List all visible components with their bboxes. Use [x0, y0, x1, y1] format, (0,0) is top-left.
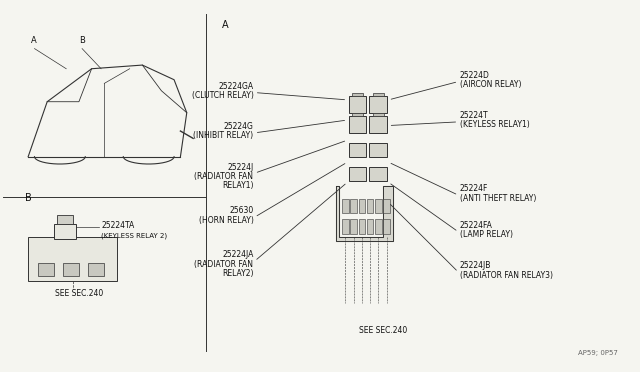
Bar	[369, 144, 387, 157]
Text: (LAMP RELAY): (LAMP RELAY)	[460, 230, 513, 239]
Text: SEE SEC.240: SEE SEC.240	[359, 326, 408, 334]
Bar	[352, 113, 363, 116]
Bar	[57, 215, 72, 224]
Text: (INHIBIT RELAY): (INHIBIT RELAY)	[193, 131, 253, 140]
Text: 25224F: 25224F	[460, 185, 488, 193]
Text: (RADIATOR FAN: (RADIATOR FAN	[195, 171, 253, 181]
Bar	[351, 219, 356, 234]
Text: 25224G: 25224G	[223, 122, 253, 131]
Bar	[358, 219, 365, 234]
Text: (KEYLESS RELAY1): (KEYLESS RELAY1)	[460, 121, 529, 129]
Bar	[358, 199, 365, 214]
Text: B: B	[79, 36, 84, 45]
Text: A: A	[221, 20, 228, 31]
Bar	[54, 224, 76, 239]
Text: 25224T: 25224T	[460, 111, 488, 120]
Bar	[349, 116, 366, 133]
Bar	[383, 199, 390, 214]
Bar	[383, 219, 390, 234]
Bar	[342, 219, 349, 234]
Bar	[351, 199, 356, 214]
Text: 25630: 25630	[229, 206, 253, 215]
Text: A: A	[31, 36, 37, 45]
Bar	[369, 167, 387, 180]
Bar	[375, 219, 381, 234]
Text: 25224JB: 25224JB	[460, 262, 491, 270]
Text: RELAY1): RELAY1)	[222, 181, 253, 190]
Text: (RADIATOR FAN RELAY3): (RADIATOR FAN RELAY3)	[460, 270, 552, 280]
Text: AP59; 0P57: AP59; 0P57	[579, 350, 618, 356]
Text: (ANTI THEFT RELAY): (ANTI THEFT RELAY)	[460, 194, 536, 203]
Bar	[63, 263, 79, 276]
Text: RELAY2): RELAY2)	[222, 269, 253, 278]
Bar	[369, 96, 387, 113]
Text: B: B	[25, 193, 32, 203]
Bar	[349, 144, 366, 157]
Text: (KEYLESS RELAY 2): (KEYLESS RELAY 2)	[101, 232, 167, 239]
Text: 25224GA: 25224GA	[218, 82, 253, 91]
Polygon shape	[336, 186, 393, 241]
Bar	[375, 199, 381, 214]
Text: (CLUTCH RELAY): (CLUTCH RELAY)	[191, 91, 253, 100]
Text: 25224JA: 25224JA	[222, 250, 253, 259]
Text: 25224J: 25224J	[227, 163, 253, 171]
Bar	[367, 219, 373, 234]
Text: (RADIATOR FAN: (RADIATOR FAN	[195, 260, 253, 269]
Bar	[38, 263, 54, 276]
Text: SEE SEC.240: SEE SEC.240	[55, 289, 103, 298]
Bar	[88, 263, 104, 276]
Text: 25224FA: 25224FA	[460, 221, 492, 230]
Text: 25224D: 25224D	[460, 71, 490, 80]
Text: 25224TA: 25224TA	[101, 221, 134, 230]
Bar	[349, 96, 366, 113]
Text: (HORN RELAY): (HORN RELAY)	[198, 216, 253, 225]
Bar	[342, 199, 349, 214]
Bar	[367, 199, 373, 214]
Bar	[352, 93, 363, 96]
Bar	[28, 237, 117, 281]
Text: (AIRCON RELAY): (AIRCON RELAY)	[460, 80, 521, 89]
Bar	[372, 93, 384, 96]
Bar	[349, 167, 366, 180]
Bar	[372, 113, 384, 116]
Bar	[369, 116, 387, 133]
